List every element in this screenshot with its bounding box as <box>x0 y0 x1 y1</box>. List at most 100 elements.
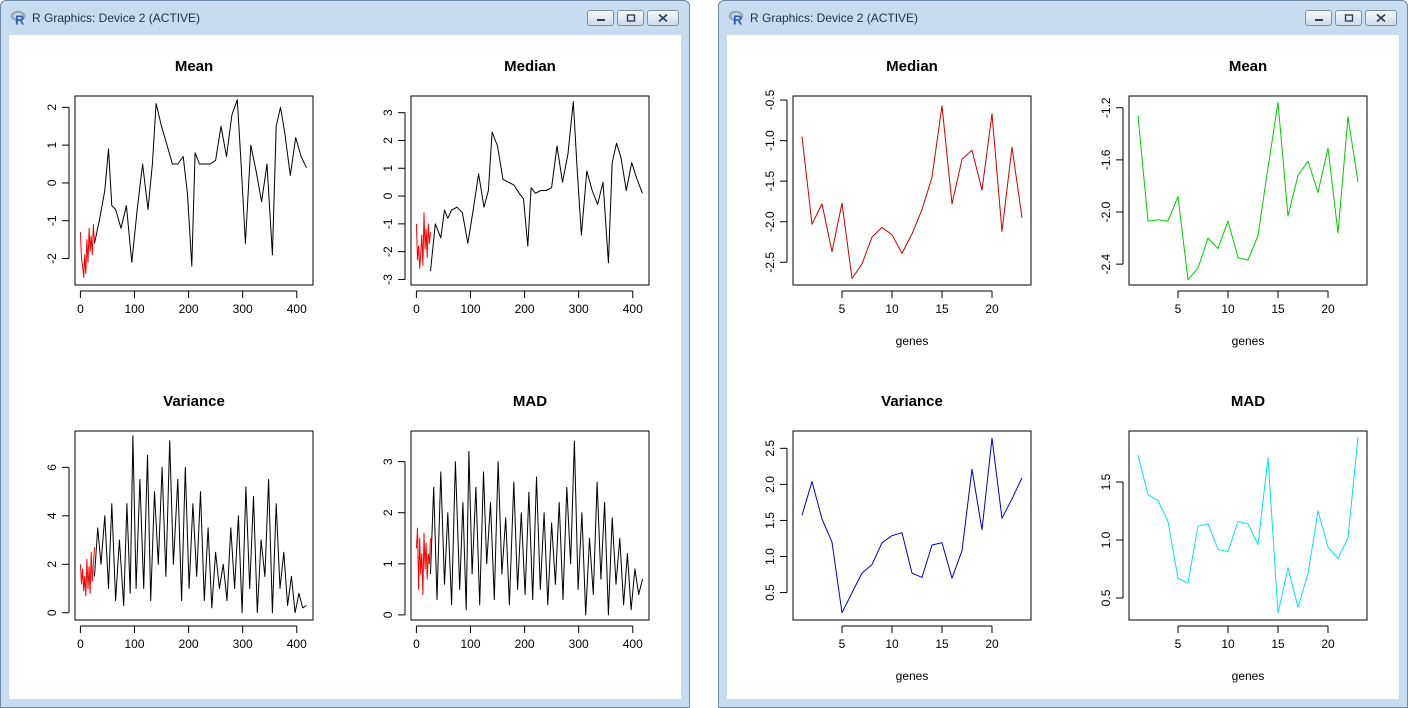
series-line-1 <box>430 440 643 616</box>
window-title: R Graphics: Device 2 (ACTIVE) <box>750 11 919 25</box>
x-tick-label: 20 <box>1321 302 1335 316</box>
y-tick-label: 0 <box>45 609 59 616</box>
close-icon <box>658 13 668 23</box>
chart-median-genes: Median 5 10 15 20 -2.5 -2.0 -1.5 -1.0 -0.5 genes <box>763 58 1032 348</box>
y-tick-label: 0 <box>381 611 395 618</box>
series-line-0 <box>1137 102 1359 281</box>
close-icon <box>1376 13 1386 23</box>
x-tick-label: 300 <box>569 302 589 316</box>
y-tick-label: 3 <box>381 109 395 116</box>
close-button[interactable] <box>1365 10 1397 26</box>
y-tick-label: -1 <box>381 218 395 229</box>
y-tick-label: 2 <box>45 104 59 111</box>
y-tick-label: 0 <box>45 179 59 186</box>
series-line-1 <box>430 101 643 272</box>
maximize-button[interactable] <box>617 10 644 26</box>
y-tick-label: -2 <box>45 253 59 264</box>
y-tick-label: -2.0 <box>763 211 777 232</box>
maximize-button[interactable] <box>1335 10 1362 26</box>
series-line-0 <box>415 212 431 269</box>
maximize-icon <box>626 14 635 22</box>
x-tick-label: 100 <box>460 637 480 651</box>
plot-box <box>74 95 314 286</box>
chart-title: Variance <box>163 393 225 410</box>
chart-mean-index: Mean 0 100 200 300 400 -2 -1 0 1 2 <box>45 58 314 316</box>
y-tick-label: -2.4 <box>1099 253 1113 274</box>
x-tick-label: 200 <box>515 302 535 316</box>
y-tick-label: 2 <box>45 561 59 568</box>
y-tick-label: 1.5 <box>1099 473 1113 490</box>
x-tick-label: 400 <box>287 302 307 316</box>
x-tick-label: 10 <box>1221 637 1235 651</box>
y-tick-label: -3 <box>381 274 395 285</box>
x-tick-label: 100 <box>124 637 144 651</box>
chart-title: Mean <box>1229 58 1267 75</box>
x-axis-label: genes <box>896 669 929 683</box>
y-tick-label: 1.0 <box>1099 531 1113 548</box>
x-tick-label: 0 <box>413 302 420 316</box>
minimize-icon <box>1314 19 1323 21</box>
y-tick-label: -2.5 <box>763 252 777 273</box>
y-tick-label: 2 <box>381 137 395 144</box>
x-axis-label: genes <box>1232 334 1265 348</box>
chart-variance-genes: Variance 5 10 15 20 0.5 1.0 1.5 2.0 2.5 genes <box>763 393 1032 683</box>
r-logo-icon: R <box>728 10 744 25</box>
minimize-icon <box>596 19 605 21</box>
y-tick-label: -2.0 <box>1099 201 1113 222</box>
chart-title: Mean <box>175 58 213 75</box>
x-tick-label: 20 <box>985 302 999 316</box>
close-button[interactable] <box>647 10 679 26</box>
y-tick-label: -1 <box>45 215 59 226</box>
y-tick-label: -2 <box>381 246 395 257</box>
svg-text:R: R <box>15 13 25 26</box>
x-tick-label: 0 <box>77 637 84 651</box>
chart-title: Variance <box>881 393 943 410</box>
plot-area: Mean 0 100 200 300 400 -2 -1 0 1 2 Median 0 100 200 30… <box>9 35 681 699</box>
minimize-button[interactable] <box>1305 10 1332 26</box>
x-tick-label: 400 <box>287 637 307 651</box>
x-tick-label: 20 <box>1321 637 1335 651</box>
plot-box <box>792 430 1032 621</box>
chart-mad-genes: MAD 5 10 15 20 0.5 1.0 1.5 genes <box>1099 393 1368 683</box>
y-tick-label: 1.5 <box>763 512 777 529</box>
x-tick-label: 200 <box>515 637 535 651</box>
chart-title: MAD <box>1231 393 1265 410</box>
window-titlebar[interactable]: R R Graphics: Device 2 (ACTIVE) <box>1 1 689 35</box>
y-tick-label: 0.5 <box>1099 589 1113 606</box>
series-line-1 <box>94 435 307 614</box>
y-tick-label: 6 <box>45 464 59 471</box>
chart-title: MAD <box>513 393 547 410</box>
x-tick-label: 100 <box>124 302 144 316</box>
x-tick-label: 200 <box>179 637 199 651</box>
plot-area: Median 5 10 15 20 -2.5 -2.0 -1.5 -1.0 -0.5 genes M… <box>727 35 1399 699</box>
y-tick-label: -1.6 <box>1099 149 1113 170</box>
y-tick-label: -0.5 <box>763 89 777 110</box>
x-tick-label: 15 <box>1271 637 1285 651</box>
minimize-button[interactable] <box>587 10 614 26</box>
y-tick-label: 4 <box>45 512 59 519</box>
graphics-window-left: R R Graphics: Device 2 (ACTIVE) Mean 0 100… <box>0 0 690 708</box>
plot-box <box>792 95 1032 286</box>
x-tick-label: 10 <box>885 637 899 651</box>
x-tick-label: 300 <box>233 302 253 316</box>
plot-box <box>1128 95 1368 286</box>
x-tick-label: 5 <box>839 637 846 651</box>
y-tick-label: -1.5 <box>763 171 777 192</box>
x-tick-label: 200 <box>179 302 199 316</box>
x-tick-label: 10 <box>1221 302 1235 316</box>
x-tick-label: 400 <box>623 637 643 651</box>
x-tick-label: 300 <box>233 637 253 651</box>
x-tick-label: 0 <box>413 637 420 651</box>
x-tick-label: 5 <box>839 302 846 316</box>
maximize-icon <box>1344 14 1353 22</box>
series-line-0 <box>79 224 95 278</box>
y-tick-label: 3 <box>381 458 395 465</box>
y-tick-label: 2.0 <box>763 476 777 493</box>
plot-box <box>1128 430 1368 621</box>
chart-mean-genes: Mean 5 10 15 20 -2.4 -2.0 -1.6 -1.2 genes <box>1099 58 1368 348</box>
window-titlebar[interactable]: R R Graphics: Device 2 (ACTIVE) <box>719 1 1407 35</box>
x-tick-label: 5 <box>1175 302 1182 316</box>
x-tick-label: 15 <box>935 302 949 316</box>
series-line-0 <box>1137 436 1359 614</box>
y-tick-label: -1.0 <box>763 130 777 151</box>
